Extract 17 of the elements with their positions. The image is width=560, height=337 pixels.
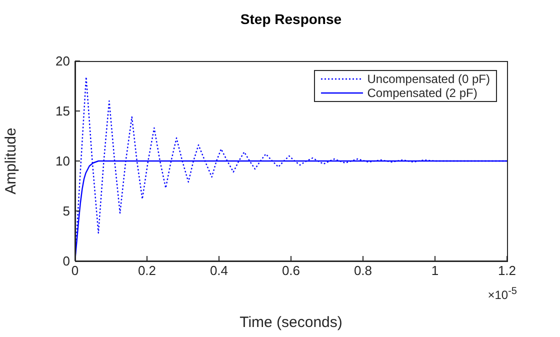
legend-label: Uncompensated (0 pF) bbox=[367, 72, 490, 86]
y-tick-label: 15 bbox=[56, 104, 70, 119]
x-tick-label: 0.2 bbox=[138, 263, 156, 278]
y-axis-title: Amplitude bbox=[2, 128, 20, 194]
legend-label: Compensated (2 pF) bbox=[367, 86, 478, 100]
y-tick-label: 0 bbox=[62, 254, 70, 269]
x-tick-label: 1 bbox=[431, 263, 439, 278]
x-tick-label: 0.6 bbox=[282, 263, 300, 278]
y-tick-label: 5 bbox=[62, 204, 70, 219]
x-tick-label: 1.2 bbox=[498, 263, 516, 278]
y-tick-label: 10 bbox=[56, 154, 70, 169]
x-tick-label: 0.8 bbox=[354, 263, 372, 278]
text: ×10$^{-5}$ bbox=[488, 286, 517, 302]
x-axis-title: Time (seconds) bbox=[240, 314, 342, 331]
y-tick-label: 20 bbox=[56, 54, 70, 69]
x-tick-label: 0.4 bbox=[210, 263, 228, 278]
chart-title: Step Response bbox=[239, 11, 343, 27]
